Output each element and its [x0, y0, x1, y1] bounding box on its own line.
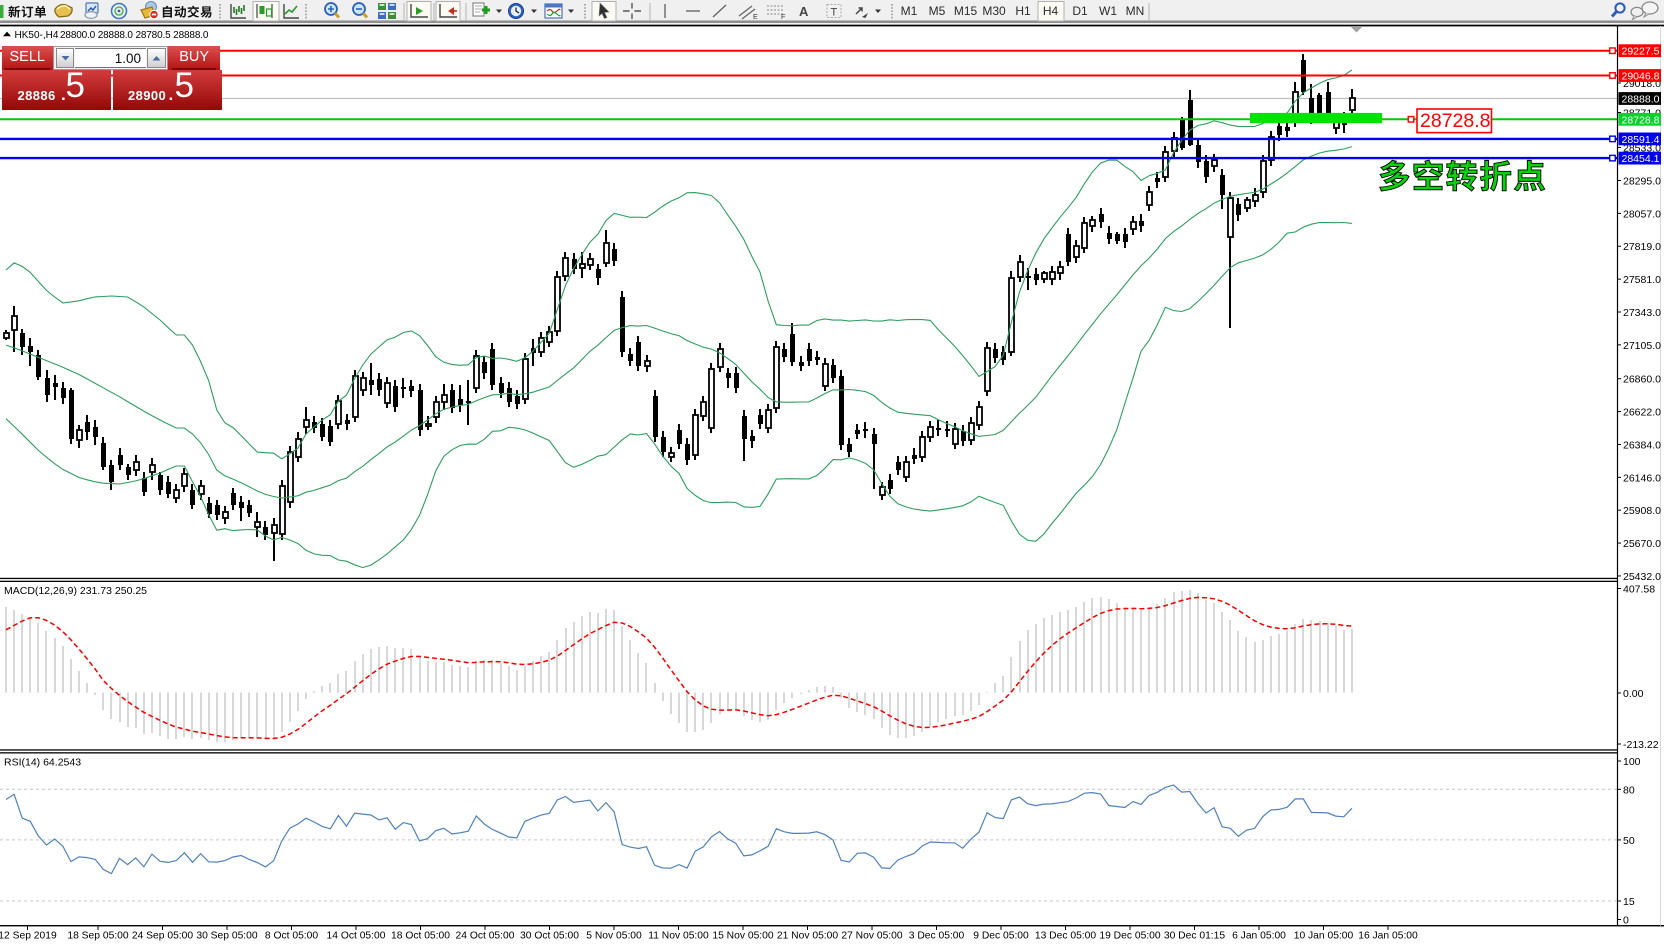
svg-text:MN: MN	[1126, 4, 1145, 18]
svg-text:3 Dec 05:00: 3 Dec 05:00	[909, 931, 965, 942]
svg-text:29046.8: 29046.8	[1622, 71, 1660, 83]
svg-text:6 Jan 05:00: 6 Jan 05:00	[1232, 931, 1286, 942]
svg-text:-213.22: -213.22	[1623, 739, 1659, 751]
svg-text:8 Oct 05:00: 8 Oct 05:00	[265, 931, 319, 942]
svg-text:80: 80	[1623, 784, 1635, 796]
svg-text:100: 100	[1623, 756, 1641, 768]
svg-text:15: 15	[1623, 896, 1635, 908]
svg-text:M1: M1	[901, 4, 918, 18]
svg-text:407.58: 407.58	[1623, 584, 1655, 596]
svg-text:13 Dec 05:00: 13 Dec 05:00	[1035, 931, 1097, 942]
svg-text:28728.8: 28728.8	[1622, 114, 1660, 126]
svg-text:T: T	[831, 7, 838, 19]
svg-text:19 Dec 05:00: 19 Dec 05:00	[1099, 931, 1161, 942]
svg-text:50: 50	[1623, 835, 1635, 847]
svg-text:14 Oct 05:00: 14 Oct 05:00	[327, 931, 386, 942]
svg-text:25670.0: 25670.0	[1623, 538, 1661, 550]
svg-text:26860.0: 26860.0	[1623, 374, 1661, 386]
svg-text:27581.0: 27581.0	[1623, 274, 1661, 286]
svg-text:28888.0: 28888.0	[1622, 94, 1660, 106]
svg-text:28057.0: 28057.0	[1623, 208, 1661, 220]
svg-text:15 Nov 05:00: 15 Nov 05:00	[712, 931, 774, 942]
svg-text:24 Sep 05:00: 24 Sep 05:00	[132, 931, 194, 942]
svg-text:H1: H1	[1015, 4, 1031, 18]
svg-text:0.00: 0.00	[1623, 688, 1644, 700]
svg-text:HK50-,H4: HK50-,H4	[15, 30, 59, 41]
svg-text:26622.0: 26622.0	[1623, 407, 1661, 419]
svg-text:10 Jan 05:00: 10 Jan 05:00	[1294, 931, 1354, 942]
svg-text:W1: W1	[1099, 4, 1117, 18]
svg-text:RSI(14) 64.2543: RSI(14) 64.2543	[4, 757, 81, 769]
svg-text:24 Oct 05:00: 24 Oct 05:00	[456, 931, 515, 942]
svg-text:12 Sep 2019: 12 Sep 2019	[0, 931, 57, 942]
svg-text:9 Dec 05:00: 9 Dec 05:00	[973, 931, 1029, 942]
svg-text:30 Oct 05:00: 30 Oct 05:00	[520, 931, 579, 942]
svg-text:26146.0: 26146.0	[1623, 472, 1661, 484]
svg-text:28295.0: 28295.0	[1623, 176, 1661, 188]
svg-text:28728.8: 28728.8	[1420, 110, 1491, 132]
svg-text:28533.0: 28533.0	[1623, 142, 1661, 154]
svg-text:27819.0: 27819.0	[1623, 241, 1661, 253]
svg-text:M30: M30	[982, 4, 1006, 18]
svg-text:18 Oct 05:00: 18 Oct 05:00	[391, 931, 450, 942]
svg-text:16 Jan 05:00: 16 Jan 05:00	[1358, 931, 1418, 942]
svg-text:30 Sep 05:00: 30 Sep 05:00	[196, 931, 258, 942]
svg-text:D1: D1	[1072, 4, 1088, 18]
svg-text:18 Sep 05:00: 18 Sep 05:00	[67, 931, 129, 942]
svg-text:25908.0: 25908.0	[1623, 505, 1661, 517]
svg-text:0: 0	[1623, 915, 1629, 927]
svg-text:27 Nov 05:00: 27 Nov 05:00	[841, 931, 903, 942]
svg-text:25432.0: 25432.0	[1623, 571, 1661, 583]
svg-text:29227.5: 29227.5	[1622, 46, 1660, 58]
svg-text:M15: M15	[954, 4, 978, 18]
svg-text:A: A	[799, 4, 809, 19]
svg-text:E: E	[753, 14, 758, 21]
svg-text:MACD(12,26,9) 231.73 250.25: MACD(12,26,9) 231.73 250.25	[4, 585, 147, 597]
svg-text:27343.0: 27343.0	[1623, 307, 1661, 319]
svg-text:H4: H4	[1043, 4, 1059, 18]
svg-text:F: F	[781, 14, 785, 21]
svg-text:28591.4: 28591.4	[1622, 134, 1660, 146]
svg-text:28800.0 28888.0 28780.5 28888.: 28800.0 28888.0 28780.5 28888.0	[60, 30, 209, 41]
svg-text:26384.0: 26384.0	[1623, 439, 1661, 451]
svg-text:21 Nov 05:00: 21 Nov 05:00	[777, 931, 839, 942]
svg-text:30 Dec 01:15: 30 Dec 01:15	[1164, 931, 1226, 942]
svg-text:27105.0: 27105.0	[1623, 340, 1661, 352]
svg-text:28454.1: 28454.1	[1622, 153, 1660, 165]
svg-text:5 Nov 05:00: 5 Nov 05:00	[586, 931, 642, 942]
svg-text:11 Nov 05:00: 11 Nov 05:00	[648, 931, 709, 942]
svg-text:M5: M5	[929, 4, 946, 18]
